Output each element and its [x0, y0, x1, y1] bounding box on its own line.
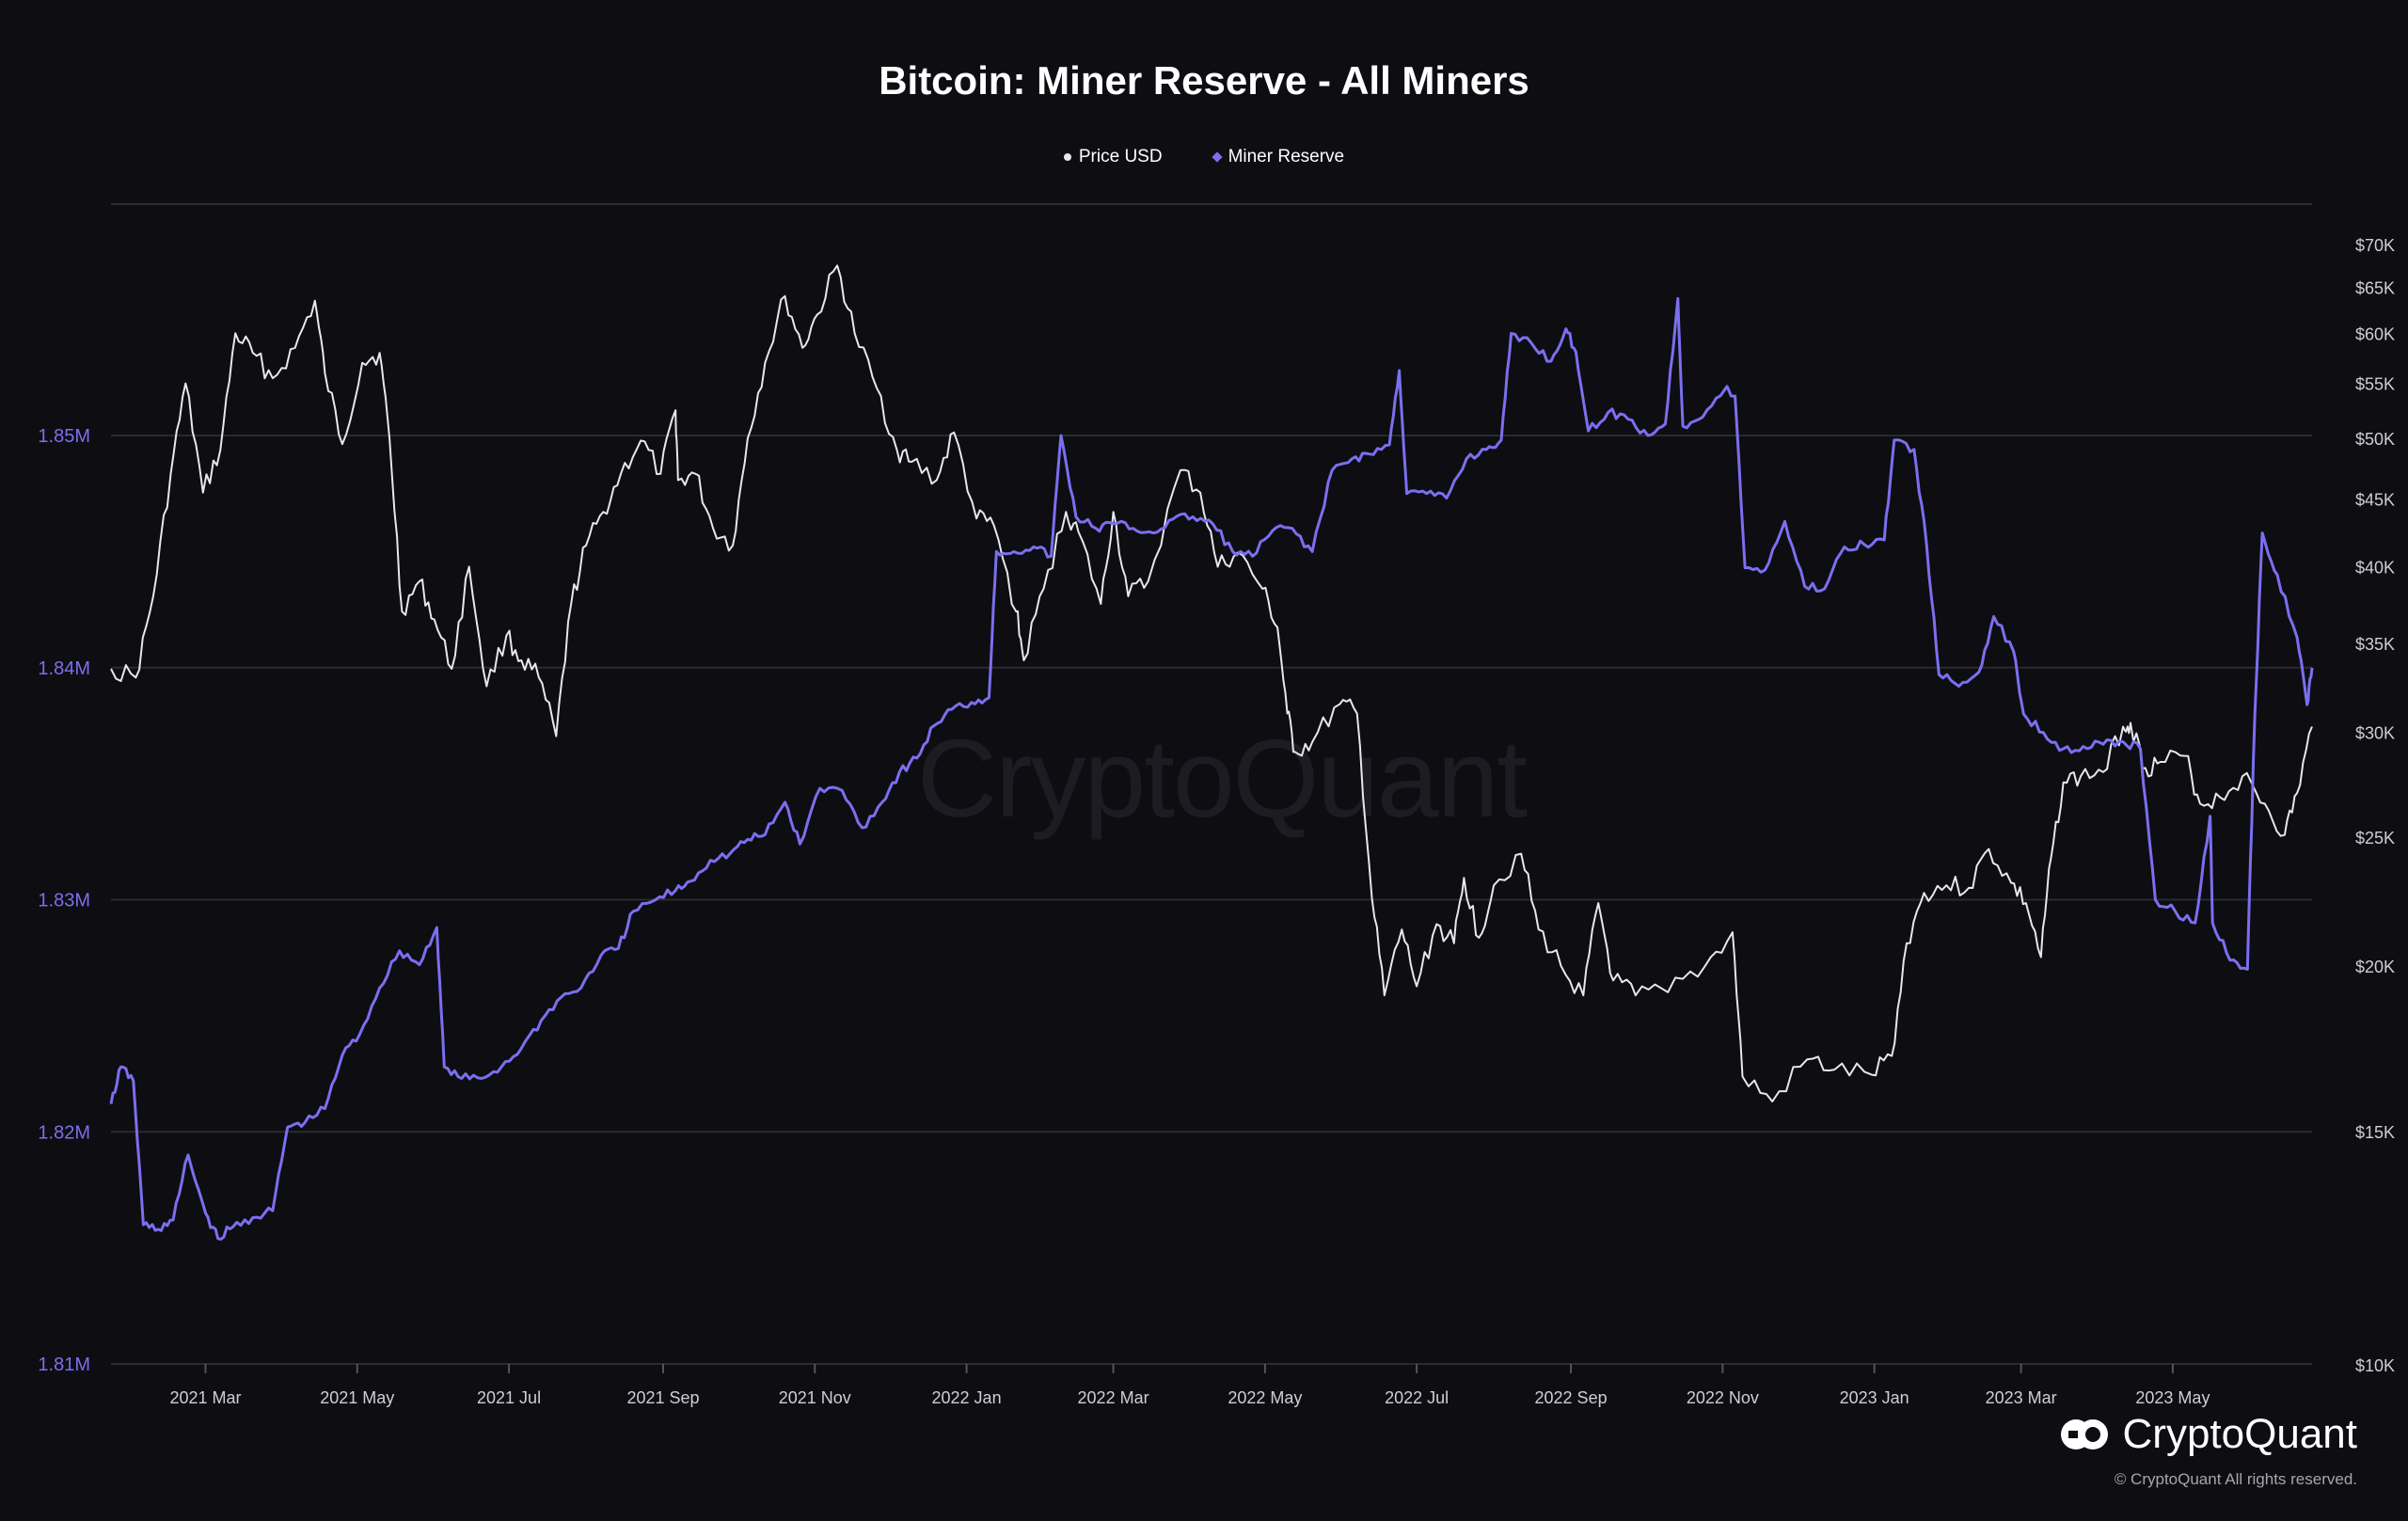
y-right-tick-label: $40K	[2355, 559, 2395, 578]
brand: CryptoQuant	[2057, 1411, 2357, 1458]
y-right-tick-label: $55K	[2355, 375, 2395, 394]
axis-layer: 1.81M 1.82M 1.83M 1.84M 1.85M $10K $15K $20K $25…	[38, 236, 2395, 1407]
y-right-tick-label: $65K	[2355, 278, 2395, 297]
y-right-tick-label: $60K	[2355, 325, 2395, 343]
x-tick-label: 2021 Mar	[169, 1388, 241, 1407]
y-left-tick-label: 1.85M	[38, 426, 90, 447]
series-line-price-usd	[110, 264, 2313, 1102]
chart-title: Bitcoin: Miner Reserve - All Miners	[879, 58, 1529, 103]
grid-layer	[111, 203, 2312, 1365]
legend-item-price[interactable]: Price USD	[1063, 147, 1163, 167]
x-tick-label: 2021 Nov	[779, 1388, 851, 1407]
y-left-tick-label: 1.84M	[38, 658, 90, 679]
x-tick-label: 2022 Jul	[1385, 1388, 1449, 1407]
y-left-tick-label: 1.82M	[38, 1122, 90, 1143]
y-left-tick-label: 1.81M	[38, 1355, 90, 1375]
copyright-text: © CryptoQuant All rights reserved.	[2114, 1470, 2357, 1488]
x-tick-label: 2023 May	[2135, 1388, 2210, 1407]
brand-name: CryptoQuant	[2122, 1411, 2357, 1457]
x-tick-label: 2022 Sep	[1535, 1388, 1608, 1407]
y-right-tick-label: $25K	[2355, 829, 2395, 848]
watermark: CryptoQuant	[917, 717, 1528, 841]
x-tick-label: 2022 Nov	[1687, 1388, 1759, 1407]
series-layer	[109, 264, 2314, 1241]
cryptoquant-logo-icon	[2060, 1419, 2108, 1450]
y-left-tick-label: 1.83M	[38, 891, 90, 911]
legend-price-dot-icon	[1063, 153, 1071, 161]
x-tick-label: 2022 May	[1228, 1388, 1302, 1407]
y-right-tick-label: $70K	[2355, 236, 2395, 255]
y-right-tick-label: $45K	[2355, 490, 2395, 509]
legend: Price USD Miner Reserve	[0, 147, 2408, 167]
legend-reserve-label: Miner Reserve	[1228, 147, 1345, 166]
x-tick-label: 2022 Mar	[1078, 1388, 1149, 1407]
x-tick-label: 2021 Sep	[626, 1388, 699, 1407]
y-right-tick-label: $30K	[2355, 724, 2395, 743]
x-tick-label: 2023 Mar	[1986, 1388, 2057, 1407]
legend-item-reserve[interactable]: Miner Reserve	[1211, 147, 1345, 167]
y-right-tick-label: $20K	[2355, 958, 2395, 976]
y-right-tick-label: $35K	[2355, 635, 2395, 654]
x-tick-label: 2021 Jul	[477, 1388, 541, 1407]
legend-price-label: Price USD	[1078, 147, 1163, 166]
y-right-tick-label: $10K	[2355, 1356, 2395, 1375]
y-right-tick-label: $50K	[2355, 430, 2395, 449]
x-tick-label: 2021 May	[320, 1388, 394, 1407]
series-line-miner-reserve	[109, 296, 2314, 1241]
x-tick-label: 2023 Jan	[1840, 1388, 1909, 1407]
x-tick-label: 2022 Jan	[932, 1388, 1002, 1407]
y-right-tick-label: $15K	[2355, 1123, 2395, 1142]
